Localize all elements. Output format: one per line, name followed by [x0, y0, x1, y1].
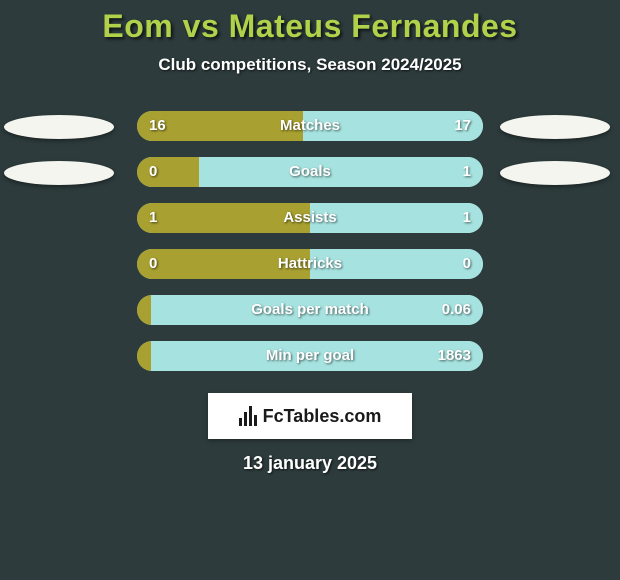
page-title: Eom vs Mateus Fernandes — [0, 8, 620, 45]
source-text: FcTables.com — [263, 406, 382, 427]
player2-value: 17 — [454, 111, 471, 141]
player2-value: 0.06 — [442, 295, 471, 325]
stat-bar: Hattricks 0 0 — [137, 249, 483, 279]
player1-value: 0 — [149, 157, 157, 187]
stat-label: Hattricks — [278, 249, 342, 279]
stat-label: Matches — [280, 111, 340, 141]
player1-marker — [4, 115, 114, 139]
stat-label: Min per goal — [266, 341, 354, 371]
stat-bar: Assists 1 1 — [137, 203, 483, 233]
date-label: 13 january 2025 — [0, 453, 620, 474]
player2-value: 0 — [463, 249, 471, 279]
stat-label: Goals — [289, 157, 331, 187]
player1-marker — [4, 161, 114, 185]
player1-value: 1 — [149, 203, 157, 233]
stat-label: Assists — [283, 203, 336, 233]
stat-bar: Matches 16 17 — [137, 111, 483, 141]
stat-row: Goals 0 1 — [0, 149, 620, 195]
player1-fill — [137, 295, 151, 325]
comparison-infographic: Eom vs Mateus Fernandes Club competition… — [0, 0, 620, 580]
stat-row: Matches 16 17 — [0, 103, 620, 149]
stat-bar: Min per goal 1863 — [137, 341, 483, 371]
stat-label: Goals per match — [251, 295, 369, 325]
stat-row: Min per goal 1863 — [0, 333, 620, 379]
player1-fill — [137, 157, 199, 187]
source-badge: FcTables.com — [208, 393, 412, 439]
bar-chart-icon — [239, 406, 257, 426]
stat-rows-container: Matches1617Goals01Assists11Hattricks00Go… — [0, 103, 620, 379]
player1-value: 16 — [149, 111, 166, 141]
player2-value: 1863 — [438, 341, 471, 371]
player2-value: 1 — [463, 203, 471, 233]
player2-fill — [199, 157, 483, 187]
stat-row: Assists 1 1 — [0, 195, 620, 241]
stat-bar: Goals 0 1 — [137, 157, 483, 187]
player1-value: 0 — [149, 249, 157, 279]
stat-row: Goals per match 0.06 — [0, 287, 620, 333]
player2-marker — [500, 161, 610, 185]
stat-row: Hattricks 0 0 — [0, 241, 620, 287]
page-subtitle: Club competitions, Season 2024/2025 — [0, 55, 620, 75]
player2-marker — [500, 115, 610, 139]
player1-fill — [137, 341, 151, 371]
stat-bar: Goals per match 0.06 — [137, 295, 483, 325]
player2-value: 1 — [463, 157, 471, 187]
